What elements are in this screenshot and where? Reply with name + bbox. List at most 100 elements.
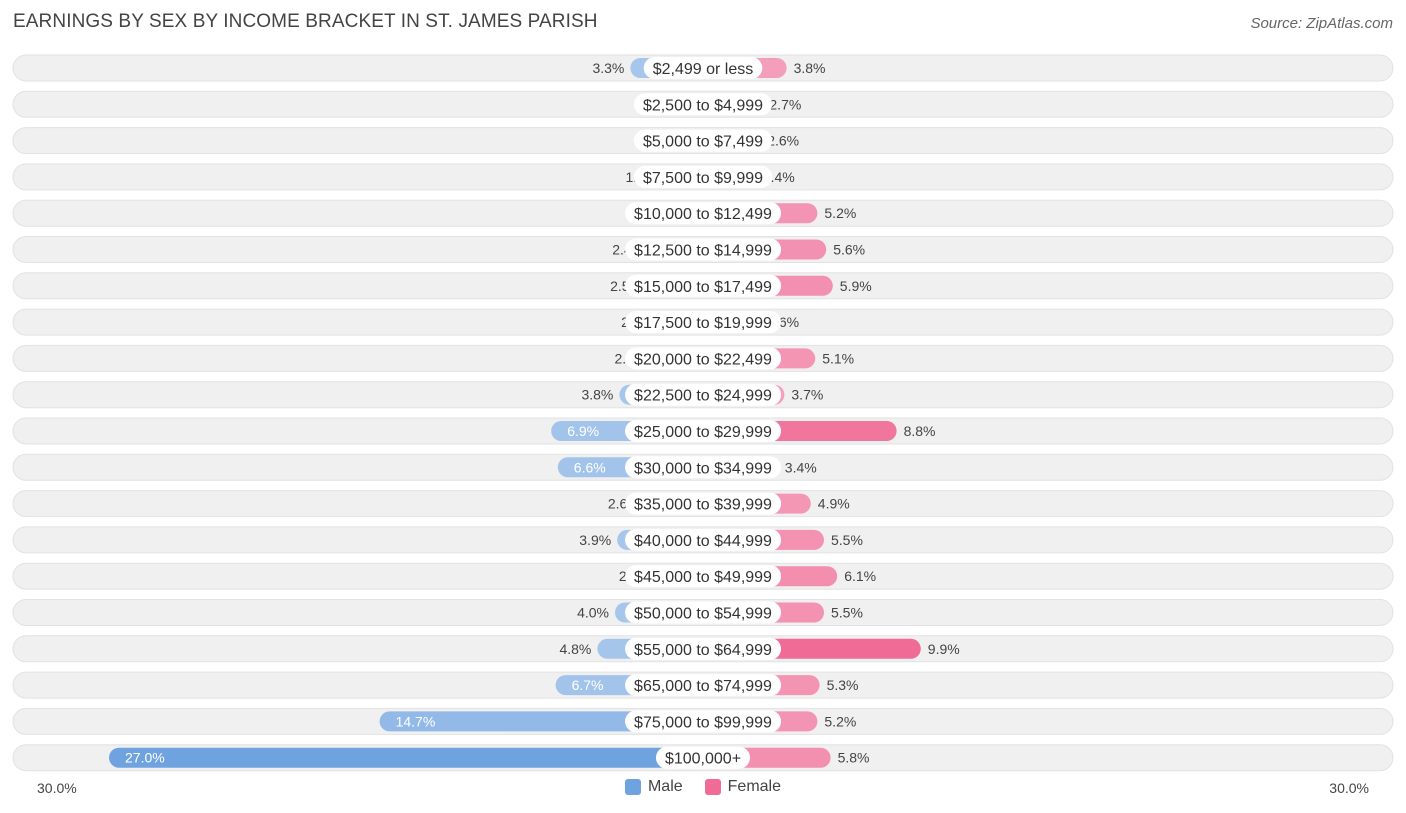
legend: Male Female — [0, 778, 1406, 796]
value-label-female: 5.6% — [833, 242, 865, 258]
value-label-female: 5.5% — [831, 532, 863, 548]
category-label: $30,000 to $34,999 — [634, 460, 772, 477]
category-label: $7,500 to $9,999 — [643, 170, 763, 187]
chart-row: 2.5%5.9%$15,000 to $17,499 — [12, 272, 1394, 300]
category-label: $25,000 to $29,999 — [634, 424, 772, 441]
category-pill — [625, 456, 782, 479]
category-pill — [633, 129, 773, 152]
category-pill — [625, 565, 782, 588]
category-label: $55,000 to $64,999 — [634, 642, 772, 659]
legend-item-female[interactable]: Female — [704, 778, 782, 796]
value-label-female: 5.3% — [827, 677, 859, 693]
category-pill — [625, 238, 782, 261]
value-label-female: 4.9% — [818, 496, 850, 512]
category-pill — [655, 746, 751, 769]
value-label-female: 3.4% — [785, 459, 817, 475]
bar-male — [379, 711, 703, 732]
value-label-female: 3.8% — [794, 60, 826, 76]
category-pill — [643, 57, 763, 79]
chart-row: 2.1%6.1%$45,000 to $49,999 — [12, 562, 1394, 590]
axis-right-label: 30.0% — [1329, 780, 1369, 796]
category-pill — [625, 311, 782, 334]
category-pill — [633, 93, 773, 116]
legend-swatch-male — [624, 779, 641, 795]
chart-row: 3.3% 3.8% $2,499 or less — [12, 54, 1394, 82]
category-pill — [625, 710, 782, 733]
value-label-male: 6.7% — [572, 677, 604, 693]
category-label: $45,000 to $49,999 — [634, 569, 772, 586]
category-pill — [625, 420, 782, 442]
value-label-female: 9.9% — [928, 641, 960, 657]
chart-row: 2.6% 4.9%$35,000 to $39,999 — [12, 490, 1394, 518]
value-label-male: 27.0% — [125, 750, 165, 766]
chart-row: 27.0% 5.8% $100,000+ — [12, 744, 1394, 772]
chart-row: 4.8% 9.9% $55,000 to $64,999 — [12, 635, 1394, 663]
value-label-male: 3.9% — [579, 532, 611, 548]
value-label-female: 2.6% — [767, 133, 799, 149]
chart-row: 14.7% 5.2% $75,000 to $99,999 — [12, 707, 1394, 735]
category-pill — [625, 674, 782, 697]
category-pill — [625, 347, 782, 370]
chart-row: 1.1%2.7%$2,500 to $4,999 — [12, 90, 1394, 118]
category-label: $17,500 to $19,999 — [634, 315, 772, 332]
source-label: Source: ZipAtlas.com — [1250, 15, 1393, 32]
chart-row: 3.8% 3.7% $22,500 to $24,999 — [12, 381, 1394, 409]
chart-row: 6.7% 5.3% $65,000 to $74,999 — [12, 671, 1394, 699]
category-pill — [625, 274, 782, 297]
chart-row: 1.1%5.2%$10,000 to $12,499 — [12, 199, 1394, 227]
value-label-male: 6.9% — [567, 423, 599, 439]
chart-row: 3.9% 5.5% $40,000 to $44,999 — [12, 526, 1394, 554]
value-label-female: 5.1% — [822, 350, 854, 366]
value-label-female: 3.7% — [791, 387, 823, 403]
chart-row: 4.0% 5.5% $50,000 to $54,999 — [12, 599, 1394, 626]
category-label: $10,000 to $12,499 — [634, 206, 772, 223]
category-pill — [625, 383, 782, 406]
category-pill — [625, 528, 782, 551]
chart-row: 2.4%5.6%$12,500 to $14,999 — [12, 236, 1394, 263]
chart-row: 2.0%2.6%$17,500 to $19,999 — [12, 308, 1394, 336]
value-label-female: 5.5% — [831, 605, 863, 621]
legend-swatch-female — [704, 779, 721, 795]
category-label: $5,000 to $7,499 — [643, 134, 763, 151]
value-label-female: 5.9% — [840, 278, 872, 294]
value-label-female: 2.7% — [769, 96, 801, 112]
value-label-female: 5.2% — [824, 713, 856, 729]
chart-title: EARNINGS BY SEX BY INCOME BRACKET IN ST.… — [13, 11, 598, 32]
category-label: $50,000 to $54,999 — [634, 606, 772, 623]
value-label-male: 3.3% — [592, 60, 624, 76]
bar-male — [109, 747, 703, 768]
category-pill — [625, 202, 782, 225]
category-label: $2,500 to $4,999 — [643, 97, 763, 114]
value-label-male: 4.8% — [559, 641, 591, 657]
category-label: $15,000 to $17,499 — [634, 279, 772, 296]
value-label-female: 6.1% — [844, 568, 876, 584]
value-label-male: 6.6% — [574, 459, 606, 475]
chart-row: 6.9% 8.8% $25,000 to $29,999 — [12, 417, 1394, 445]
category-label: $22,500 to $24,999 — [634, 388, 772, 405]
category-label: $75,000 to $99,999 — [634, 714, 772, 731]
value-label-male: 14.7% — [396, 713, 436, 729]
category-pill — [625, 492, 782, 515]
category-label: $40,000 to $44,999 — [634, 533, 772, 550]
value-label-female: 5.2% — [824, 205, 856, 221]
value-label-male: 4.0% — [577, 605, 609, 621]
value-label-male: 3.8% — [581, 387, 613, 403]
chart-row: 6.6% 3.4% $30,000 to $34,999 — [12, 453, 1394, 481]
value-label-female: 8.8% — [904, 423, 936, 439]
value-label-female: 5.8% — [838, 750, 870, 766]
legend-item-male[interactable]: Male — [624, 778, 683, 796]
category-label: $65,000 to $74,999 — [634, 678, 772, 695]
category-label: $2,499 or less — [653, 61, 754, 78]
legend-label-male: Male — [647, 778, 683, 795]
axis-left-label: 30.0% — [37, 780, 77, 796]
legend-label-female: Female — [727, 778, 782, 795]
category-label: $12,500 to $14,999 — [634, 243, 772, 260]
category-pill — [625, 637, 782, 660]
category-pill — [625, 601, 782, 624]
chart-row: 0.49%2.6%$5,000 to $7,499 — [12, 127, 1394, 155]
category-label: $35,000 to $39,999 — [634, 497, 772, 514]
category-pill — [633, 165, 773, 188]
category-label: $20,000 to $22,499 — [634, 351, 772, 368]
chart-row: 2.3%5.1%$20,000 to $22,499 — [12, 344, 1394, 372]
